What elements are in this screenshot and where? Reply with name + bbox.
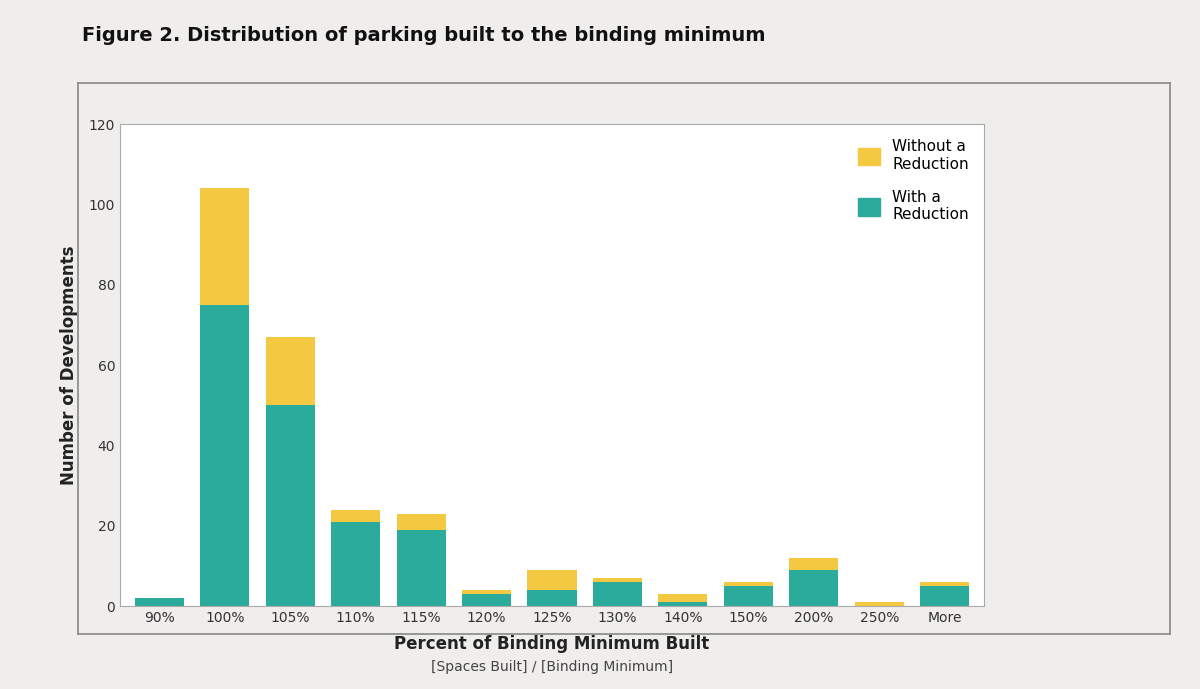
Bar xyxy=(396,514,445,530)
Bar xyxy=(593,578,642,582)
Legend: Without a
Reduction, With a
Reduction: Without a Reduction, With a Reduction xyxy=(851,132,977,230)
Bar xyxy=(854,602,904,606)
Y-axis label: Number of Developments: Number of Developments xyxy=(60,245,78,485)
Text: Percent of Binding Minimum Built: Percent of Binding Minimum Built xyxy=(395,635,709,653)
Bar xyxy=(659,594,708,602)
Bar xyxy=(920,586,970,606)
Bar xyxy=(724,586,773,606)
Bar xyxy=(920,582,970,586)
Bar xyxy=(462,590,511,594)
Bar xyxy=(331,510,380,522)
Bar xyxy=(462,594,511,606)
Bar xyxy=(528,590,576,606)
Text: [Spaces Built] / [Binding Minimum]: [Spaces Built] / [Binding Minimum] xyxy=(431,660,673,674)
Bar xyxy=(265,405,314,606)
Bar xyxy=(331,522,380,606)
Bar xyxy=(265,337,314,405)
Bar xyxy=(593,582,642,606)
Text: Figure 2. Distribution of parking built to the binding minimum: Figure 2. Distribution of parking built … xyxy=(82,25,766,45)
Bar xyxy=(134,598,184,606)
Bar xyxy=(528,570,576,590)
Bar xyxy=(790,558,839,570)
Bar xyxy=(724,582,773,586)
Bar xyxy=(659,602,708,606)
Bar xyxy=(790,570,839,606)
Bar xyxy=(396,530,445,606)
Bar xyxy=(200,305,250,606)
Bar xyxy=(200,188,250,305)
